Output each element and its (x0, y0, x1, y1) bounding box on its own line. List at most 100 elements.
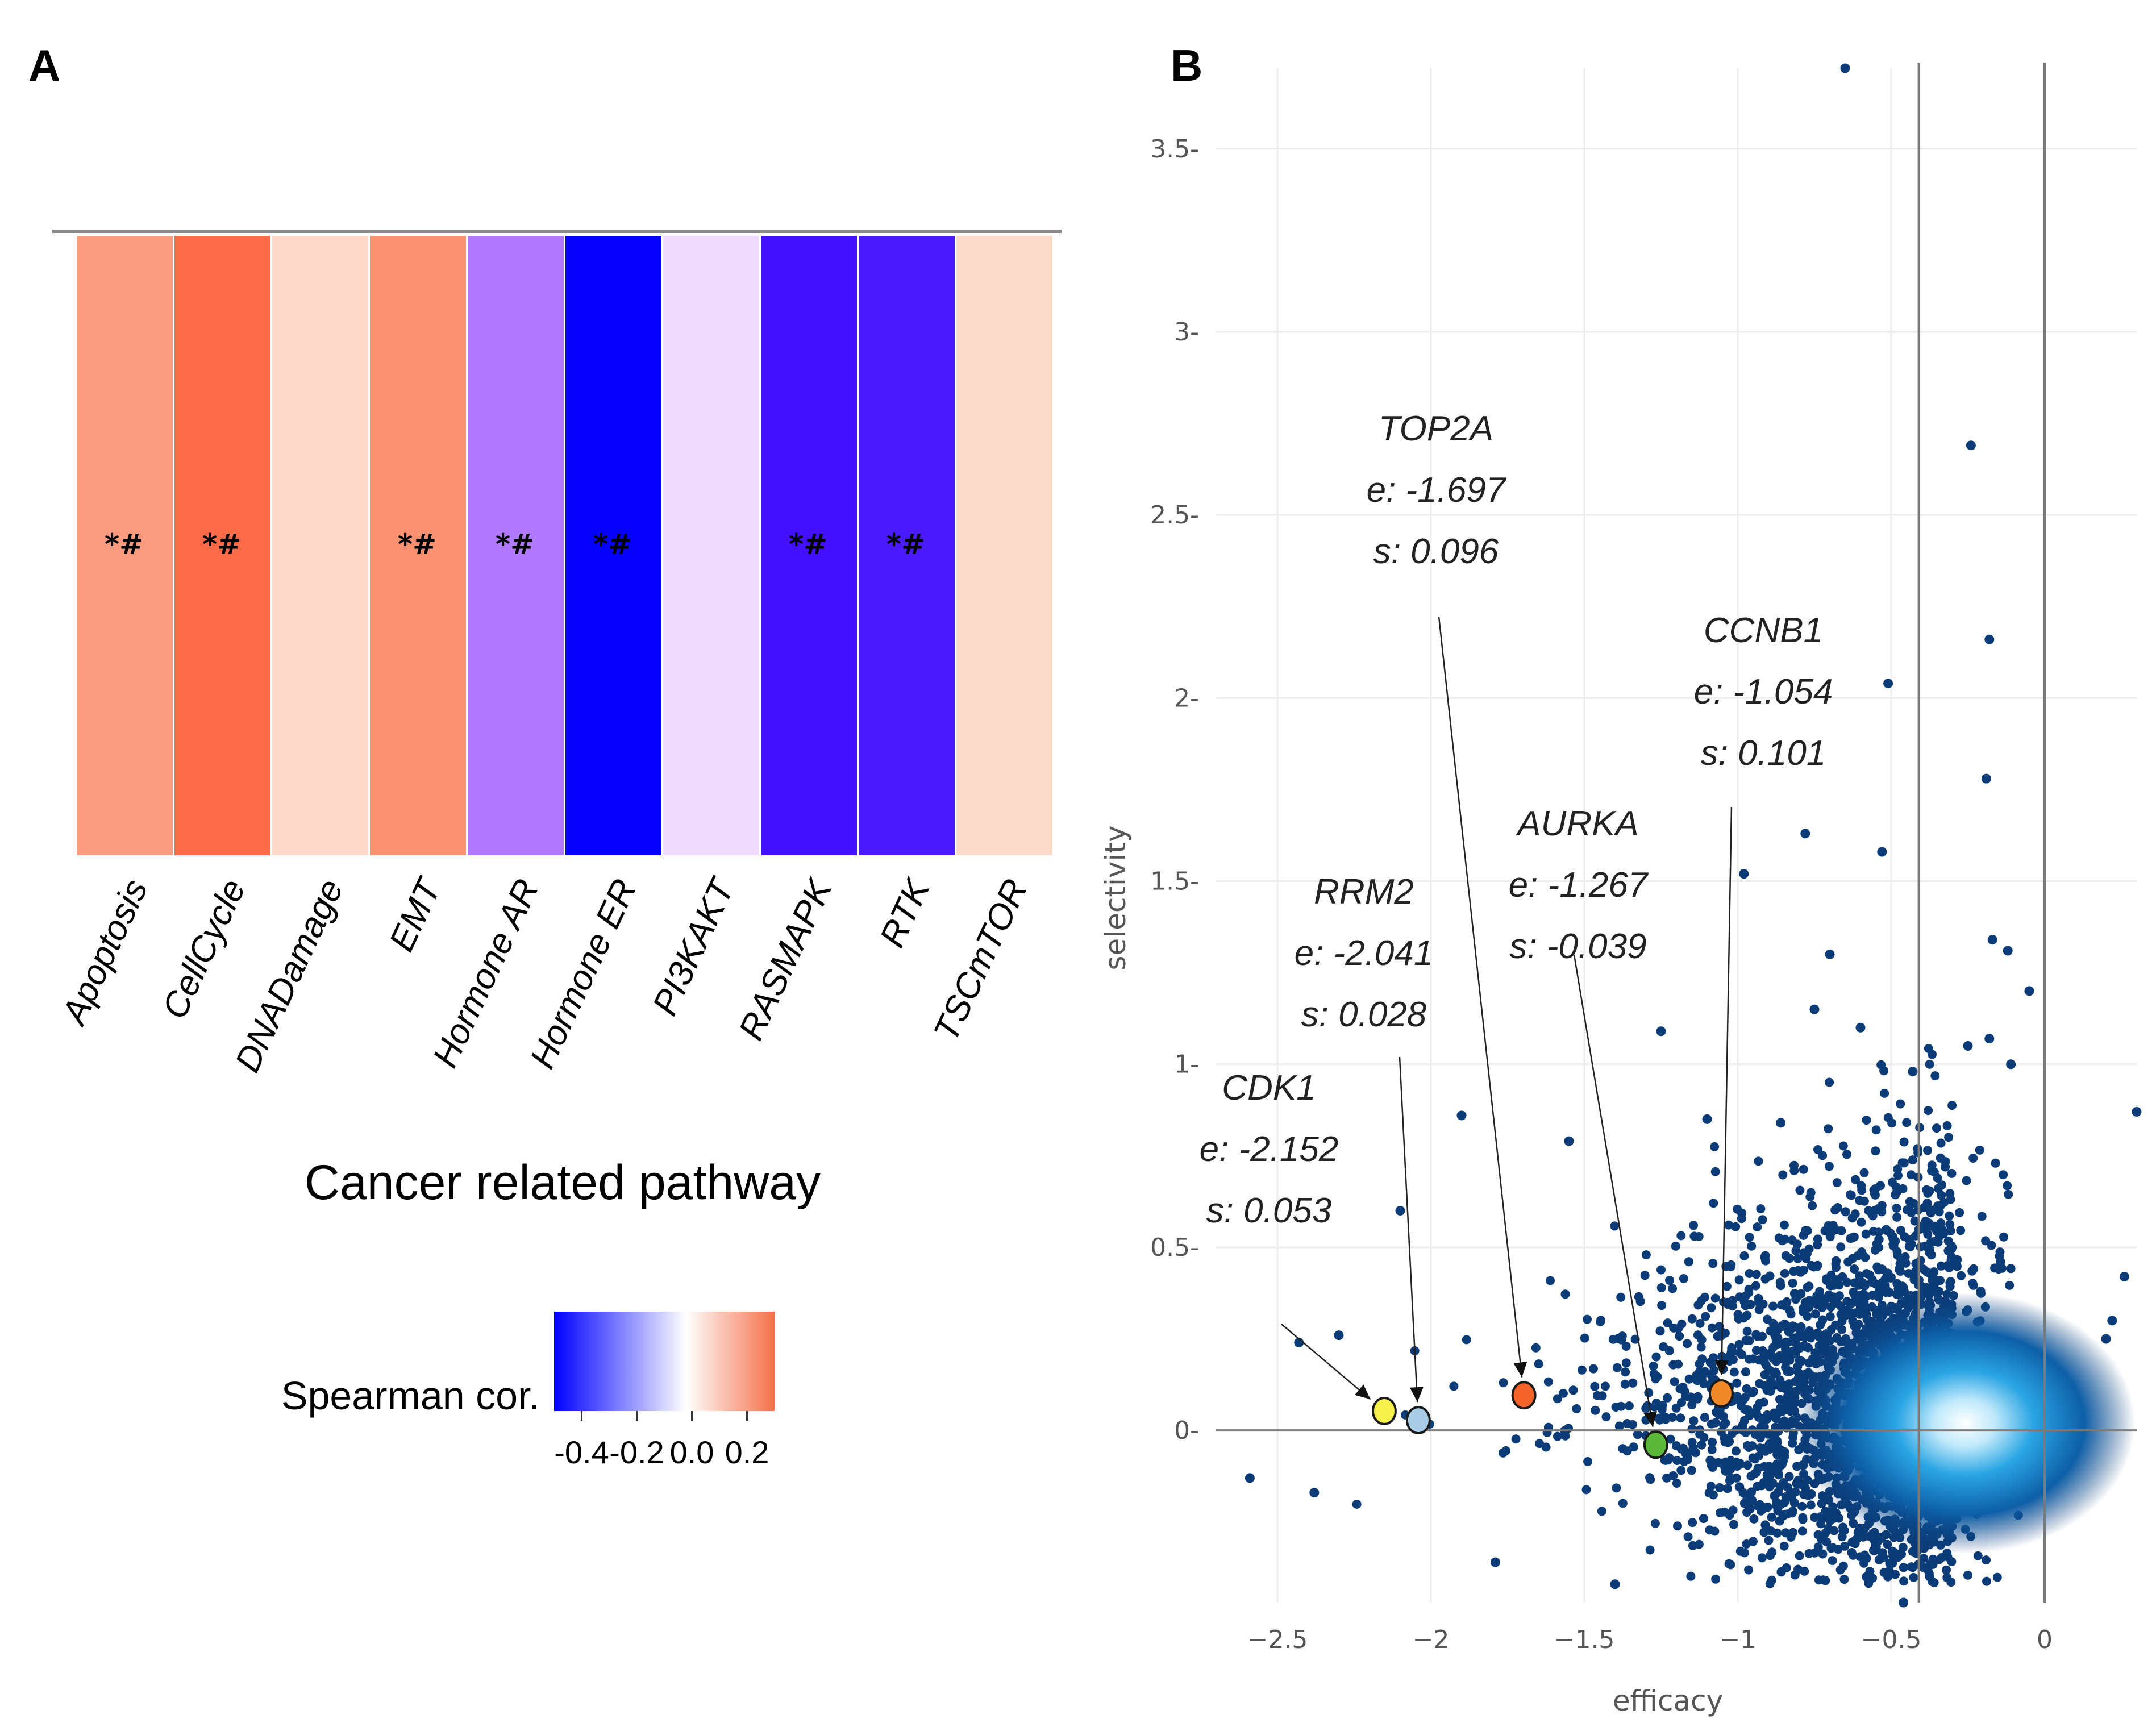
scatter-point (1597, 1507, 1606, 1516)
scatter-point (1896, 1099, 1905, 1109)
scatter-point (1975, 1145, 1984, 1155)
scatter-point (1945, 1211, 1954, 1221)
scatter-y-tick: 1.5- (1150, 867, 1199, 896)
annotation-gene: TOP2A (1379, 409, 1493, 448)
scatter-point (1560, 1289, 1570, 1299)
scatter-point (1734, 1482, 1744, 1492)
heatmap-cells (77, 236, 1052, 855)
scatter-point (1754, 1412, 1763, 1422)
scatter-point (1616, 1292, 1626, 1302)
scatter-point (1897, 1549, 1906, 1559)
scatter-point (1953, 1255, 1962, 1264)
scatter-point (1837, 1226, 1846, 1235)
scatter-outlier-point (2003, 946, 2013, 956)
scatter-point (1765, 1366, 1775, 1375)
scatter-point (1707, 1419, 1716, 1429)
scatter-point (1784, 1472, 1794, 1482)
scatter-point (1803, 1283, 1812, 1292)
scatter-outlier-point (1456, 1110, 1467, 1121)
scatter-point (1877, 1207, 1887, 1217)
scatter-point (1838, 1141, 1848, 1151)
scatter-point (1611, 1403, 1621, 1412)
scatter-point (1932, 1123, 1941, 1133)
scatter-point (1697, 1335, 1707, 1345)
scatter-point (1629, 1442, 1638, 1452)
scatter-point (1671, 1403, 1681, 1413)
scatter-point (1755, 1433, 1765, 1443)
scatter-outlier-point (1610, 1579, 1620, 1589)
scatter-point (1768, 1479, 1778, 1488)
scatter-point (1846, 1191, 1856, 1200)
scatter-point (1745, 1410, 1755, 1420)
scatter-point (1660, 1455, 1670, 1465)
scatter-point (1910, 1216, 1920, 1226)
scatter-y-tick: 3.5- (1150, 135, 1199, 164)
scatter-point (1919, 1554, 1929, 1563)
legend-title: Spearman cor. (281, 1374, 540, 1418)
annotation-aurka: AURKA e: -1.267 s: -0.039 (1509, 804, 1658, 1427)
scatter-point (1813, 1240, 1822, 1250)
scatter-point (1608, 1334, 1618, 1344)
scatter-outlier-point (1825, 949, 1835, 959)
scatter-point (1641, 1404, 1651, 1413)
scatter-point (1718, 1412, 1728, 1421)
scatter-point (1676, 1466, 1686, 1475)
scatter-point (1792, 1462, 1802, 1471)
scatter-point (1715, 1483, 1725, 1492)
scatter-point (1795, 1330, 1804, 1340)
scatter-point (1786, 1532, 1796, 1542)
scatter-point (1633, 1430, 1642, 1439)
scatter-point (1990, 1263, 2000, 1273)
scatter-point (1909, 1572, 1918, 1582)
scatter-point (1733, 1310, 1743, 1320)
scatter-point (1731, 1222, 1741, 1231)
legend-tick-label: -0.4 (554, 1434, 609, 1470)
scatter-x-tick: −1 (1720, 1625, 1757, 1654)
scatter-point (1799, 1265, 1808, 1275)
scatter-point (1676, 1231, 1686, 1241)
scatter-point (1620, 1379, 1630, 1389)
significance-marker: *# (105, 528, 143, 561)
scatter-point (1788, 1347, 1797, 1356)
scatter-outlier-point (1809, 1004, 1820, 1014)
scatter-point (1708, 1490, 1718, 1500)
scatter-point (1534, 1359, 1543, 1369)
scatter-point (1724, 1559, 1734, 1568)
scatter-point (1850, 1278, 1859, 1288)
scatter-point (1775, 1404, 1785, 1413)
scatter-point (1803, 1312, 1812, 1321)
scatter-point (1449, 1381, 1459, 1391)
scatter-point (1801, 1484, 1810, 1493)
scatter-outlier-point (2119, 1271, 2129, 1281)
scatter-point (1729, 1520, 1738, 1529)
scatter-point (1788, 1278, 1797, 1288)
scatter-point (1628, 1378, 1638, 1388)
scatter-outlier-point (1739, 869, 1749, 879)
heatmap-cell-hormone-er (565, 236, 661, 855)
scatter-point (1683, 1448, 1693, 1458)
heatmap-cell-apoptosis (77, 236, 173, 855)
scatter-point (1891, 1570, 1900, 1579)
scatter-point (1711, 1574, 1721, 1584)
scatter-point (2004, 1189, 2013, 1199)
heatmap-cell-tscmtor (956, 236, 1052, 855)
scatter-point (1838, 1522, 1848, 1532)
scatter-point (1817, 1332, 1826, 1342)
scatter-point (1758, 1331, 1767, 1341)
scatter-point (1665, 1276, 1674, 1285)
legend-colorbar (554, 1312, 775, 1411)
scatter-point (1840, 1541, 1850, 1551)
scatter-point (1897, 1158, 1907, 1168)
scatter-point (1908, 1563, 1917, 1572)
heatmap-cell-emt (370, 236, 466, 855)
scatter-point (1904, 1205, 1914, 1215)
scatter-highlighted-points (1371, 1379, 1734, 1459)
scatter-point (1850, 1209, 1860, 1219)
scatter-point (1709, 1199, 1718, 1208)
scatter-point (1716, 1331, 1726, 1341)
scatter-point (1743, 1497, 1753, 1507)
scatter-point (1618, 1499, 1628, 1508)
scatter-point (1612, 1483, 1621, 1493)
scatter-point (1772, 1450, 1782, 1459)
scatter-point (1710, 1293, 1720, 1303)
